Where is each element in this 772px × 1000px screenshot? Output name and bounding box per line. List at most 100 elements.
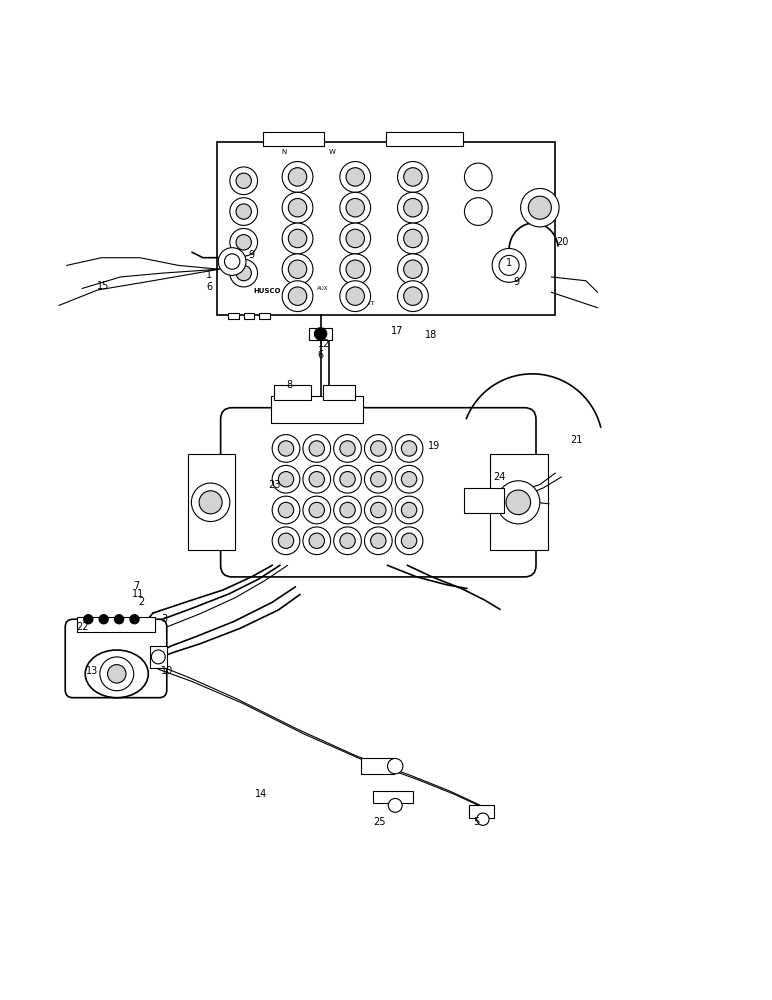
Text: 1
6: 1 6 xyxy=(206,270,212,292)
Circle shape xyxy=(395,435,423,462)
Bar xyxy=(309,328,332,340)
Circle shape xyxy=(499,255,519,275)
Circle shape xyxy=(364,465,392,493)
Circle shape xyxy=(496,481,540,524)
Circle shape xyxy=(314,328,327,340)
Circle shape xyxy=(388,798,402,812)
Circle shape xyxy=(100,657,134,691)
Bar xyxy=(188,454,235,550)
Text: 6: 6 xyxy=(317,350,323,360)
Circle shape xyxy=(282,254,313,285)
Text: OUT: OUT xyxy=(361,301,375,306)
Circle shape xyxy=(288,229,306,248)
Circle shape xyxy=(303,435,330,462)
Ellipse shape xyxy=(85,650,148,698)
Circle shape xyxy=(309,533,324,548)
Circle shape xyxy=(404,168,422,186)
Circle shape xyxy=(191,483,230,522)
Bar xyxy=(76,617,155,632)
Circle shape xyxy=(334,465,361,493)
Circle shape xyxy=(401,472,417,487)
Circle shape xyxy=(288,260,306,278)
Circle shape xyxy=(340,254,371,285)
Circle shape xyxy=(334,496,361,524)
Circle shape xyxy=(334,527,361,555)
Circle shape xyxy=(340,223,371,254)
Circle shape xyxy=(107,665,126,683)
Circle shape xyxy=(404,198,422,217)
Circle shape xyxy=(364,527,392,555)
Circle shape xyxy=(230,228,258,256)
Circle shape xyxy=(404,287,422,305)
Bar xyxy=(221,260,240,269)
Circle shape xyxy=(465,163,493,191)
Text: 5: 5 xyxy=(473,817,479,827)
Circle shape xyxy=(398,254,428,285)
Circle shape xyxy=(528,196,551,219)
Circle shape xyxy=(236,265,252,281)
Circle shape xyxy=(401,533,417,548)
Circle shape xyxy=(395,527,423,555)
Circle shape xyxy=(364,496,392,524)
Circle shape xyxy=(371,533,386,548)
Circle shape xyxy=(279,533,293,548)
Circle shape xyxy=(199,491,222,514)
Text: VE: VE xyxy=(296,286,303,291)
Bar xyxy=(465,488,504,513)
Circle shape xyxy=(309,502,324,518)
Circle shape xyxy=(340,502,355,518)
Text: 12: 12 xyxy=(318,339,330,349)
Circle shape xyxy=(520,188,559,227)
Circle shape xyxy=(288,198,306,217)
Bar xyxy=(229,313,239,319)
Circle shape xyxy=(398,281,428,312)
Circle shape xyxy=(99,615,108,624)
Circle shape xyxy=(398,162,428,192)
Text: 20: 20 xyxy=(557,237,569,247)
Circle shape xyxy=(230,198,258,225)
Circle shape xyxy=(506,490,530,515)
Circle shape xyxy=(218,248,246,275)
Text: 9: 9 xyxy=(513,277,520,287)
Circle shape xyxy=(282,281,313,312)
Circle shape xyxy=(465,198,493,225)
Text: 11: 11 xyxy=(132,589,144,599)
Circle shape xyxy=(282,162,313,192)
Text: 17: 17 xyxy=(391,326,404,336)
Text: 7: 7 xyxy=(133,581,139,591)
FancyBboxPatch shape xyxy=(221,408,536,577)
Circle shape xyxy=(282,223,313,254)
Circle shape xyxy=(83,615,93,624)
Circle shape xyxy=(282,192,313,223)
Circle shape xyxy=(477,813,489,825)
Circle shape xyxy=(288,168,306,186)
Text: 2: 2 xyxy=(138,597,144,607)
Circle shape xyxy=(346,287,364,305)
Text: 23: 23 xyxy=(269,480,281,490)
Text: 24: 24 xyxy=(493,472,506,482)
FancyBboxPatch shape xyxy=(66,619,167,698)
Circle shape xyxy=(225,254,240,269)
Circle shape xyxy=(230,167,258,195)
Circle shape xyxy=(273,465,300,493)
Circle shape xyxy=(371,441,386,456)
Circle shape xyxy=(236,204,252,219)
Bar xyxy=(263,132,324,146)
Bar xyxy=(386,132,463,146)
Circle shape xyxy=(340,281,371,312)
Circle shape xyxy=(388,758,403,774)
Circle shape xyxy=(340,441,355,456)
Text: N: N xyxy=(282,149,287,155)
Text: 18: 18 xyxy=(425,330,437,340)
Circle shape xyxy=(279,472,293,487)
Circle shape xyxy=(309,441,324,456)
Circle shape xyxy=(346,198,364,217)
Circle shape xyxy=(340,192,371,223)
Circle shape xyxy=(230,259,258,287)
Circle shape xyxy=(303,527,330,555)
Text: 13: 13 xyxy=(86,666,98,676)
Circle shape xyxy=(288,287,306,305)
Circle shape xyxy=(273,435,300,462)
Text: W: W xyxy=(329,149,336,155)
Circle shape xyxy=(493,248,526,282)
